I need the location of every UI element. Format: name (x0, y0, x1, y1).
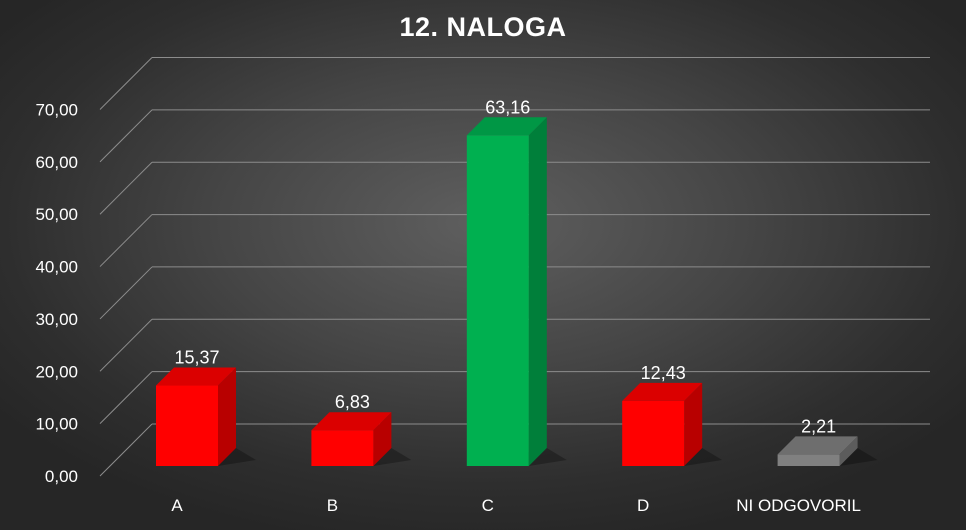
bar-top (466, 117, 547, 136)
data-label: 6,83 (335, 392, 370, 412)
bar-side (218, 367, 236, 466)
bar-top (311, 412, 392, 431)
x-tick-label: A (171, 496, 183, 515)
gridline-diagonal (99, 57, 153, 110)
bar-top (156, 367, 236, 386)
bar-side (373, 412, 392, 466)
bar-side (684, 382, 703, 466)
bar (777, 454, 840, 466)
bar-side (528, 117, 547, 466)
y-tick-label: 70,00 (35, 101, 78, 120)
data-label: 63,16 (485, 97, 530, 117)
bar-top (777, 436, 858, 455)
x-tick-label: B (327, 496, 338, 515)
x-tick-label: D (637, 496, 649, 515)
gridline-diagonal (99, 161, 153, 215)
y-tick-label: 30,00 (35, 310, 78, 329)
data-label: 2,21 (801, 416, 836, 436)
gridline-diagonal (99, 423, 153, 477)
gridline-diagonal (99, 371, 153, 424)
x-tick-label: NI ODGOVORIL (736, 496, 861, 515)
y-tick-label: 40,00 (35, 258, 78, 277)
bar-top (622, 382, 703, 401)
y-tick-label: 20,00 (35, 362, 78, 381)
bar (311, 430, 374, 466)
bar (156, 385, 218, 466)
gridline-diagonal (99, 318, 153, 372)
data-label: 15,37 (174, 348, 219, 368)
y-tick-label: 10,00 (35, 415, 78, 434)
bar (622, 400, 685, 466)
gridline-diagonal (99, 266, 153, 320)
chart-title: 12. NALOGA (399, 12, 567, 42)
y-tick-label: 60,00 (35, 153, 78, 172)
bar (466, 135, 529, 466)
gridline-diagonal (99, 109, 153, 163)
gridline-diagonal (99, 214, 153, 267)
y-tick-label: 50,00 (35, 205, 78, 224)
y-tick-label: 0,00 (45, 467, 78, 486)
x-tick-label: C (482, 496, 494, 515)
data-label: 12,43 (641, 363, 686, 383)
bar-side (839, 436, 858, 466)
